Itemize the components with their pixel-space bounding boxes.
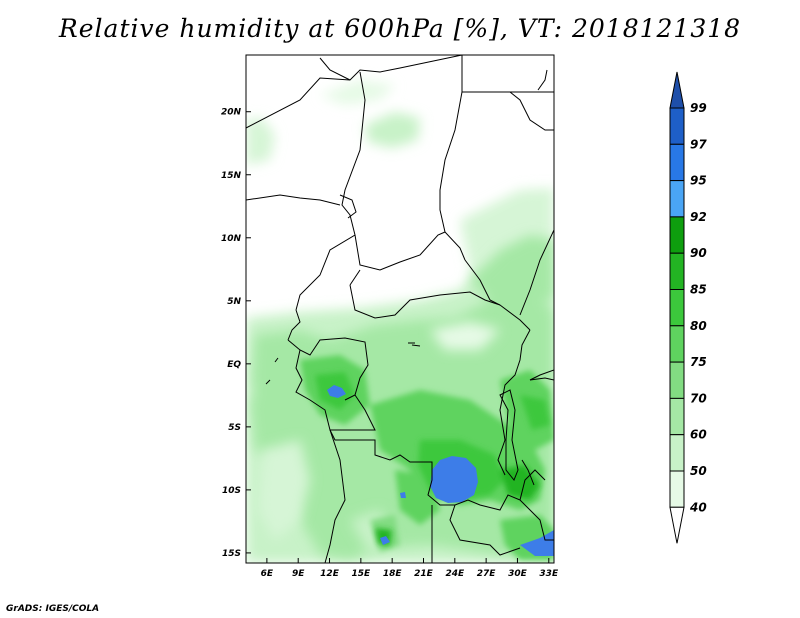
colorbar-label: 95 bbox=[690, 174, 707, 188]
lon-label: 24E bbox=[445, 569, 465, 579]
colorbar-swatch bbox=[669, 325, 685, 363]
grads-credit: GrADS: IGES/COLA bbox=[6, 604, 100, 614]
lon-label: 27E bbox=[477, 569, 497, 579]
colorbar-swatch bbox=[669, 361, 685, 399]
colorbar-swatch bbox=[669, 434, 685, 472]
colorbar-swatch bbox=[669, 107, 685, 145]
map-title: Relative humidity at 600hPa [%], VT: 201… bbox=[58, 14, 742, 43]
longitude-axis: 6E 9E 12E 15E 18E 21E 24E 27E 30E 33E bbox=[261, 558, 559, 579]
colorbar-bottom-triangle bbox=[669, 506, 685, 544]
map-frame bbox=[245, 54, 555, 564]
humidity-field bbox=[246, 55, 554, 563]
lat-label: EQ bbox=[227, 360, 241, 370]
colorbar-label: 92 bbox=[690, 210, 707, 224]
lat-label: 15N bbox=[221, 171, 242, 181]
colorbar-label: 75 bbox=[690, 355, 707, 369]
colorbar-label: 70 bbox=[690, 391, 707, 405]
lon-label: 12E bbox=[320, 569, 340, 579]
colorbar-swatch bbox=[669, 143, 685, 182]
colorbar-top-triangle bbox=[669, 71, 685, 109]
colorbar-swatch bbox=[669, 180, 685, 218]
lon-label: 15E bbox=[352, 569, 372, 579]
colorbar-label: 60 bbox=[690, 428, 707, 442]
lat-label: 15S bbox=[222, 549, 241, 559]
high-humidity-patch-southeast bbox=[520, 530, 554, 556]
colorbar-swatch bbox=[669, 216, 685, 254]
lat-label: 20N bbox=[221, 108, 242, 118]
lat-label: 10S bbox=[222, 486, 241, 496]
lon-label: 30E bbox=[508, 569, 528, 579]
colorbar-swatch bbox=[669, 470, 685, 508]
country-borders bbox=[246, 55, 554, 563]
lon-label: 33E bbox=[539, 569, 559, 579]
lon-label: 18E bbox=[383, 569, 403, 579]
colorbar-swatch bbox=[669, 289, 685, 327]
colorbar-label: 97 bbox=[690, 137, 707, 151]
lon-label: 9E bbox=[292, 569, 305, 579]
lon-label: 6E bbox=[261, 569, 274, 579]
lat-label: 5S bbox=[228, 423, 241, 433]
colorbar-label: 99 bbox=[690, 101, 707, 115]
colorbar-label: 40 bbox=[689, 500, 707, 514]
colorbar-swatch bbox=[669, 252, 685, 290]
colorbar: 99 97 95 92 90 85 80 75 70 60 50 40 bbox=[669, 71, 707, 544]
lat-label: 10N bbox=[221, 234, 242, 244]
colorbar-label: 50 bbox=[690, 464, 707, 478]
latitude-axis: 20N 15N 10N 5N EQ 5S 10S 15S bbox=[221, 108, 251, 559]
lat-label: 5N bbox=[227, 297, 241, 307]
high-humidity-patch-gabon bbox=[327, 385, 346, 398]
lon-label: 21E bbox=[414, 569, 434, 579]
colorbar-label: 85 bbox=[690, 283, 707, 297]
colorbar-swatch bbox=[669, 397, 685, 436]
high-humidity-patch-congo bbox=[430, 456, 478, 503]
colorbar-label: 80 bbox=[690, 319, 707, 333]
colorbar-label: 90 bbox=[690, 246, 707, 260]
